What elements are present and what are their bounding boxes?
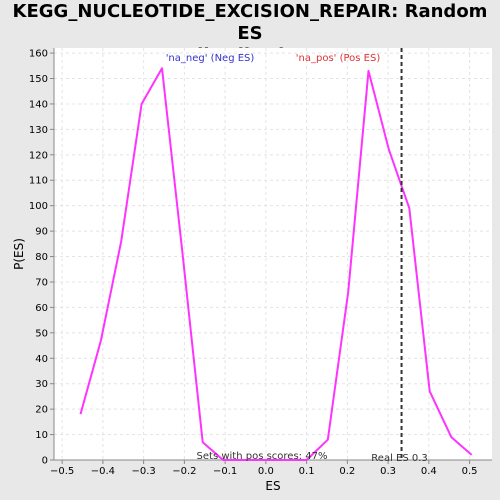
x-tick-label: 0.3 bbox=[380, 466, 396, 477]
y-tick-label: 60 bbox=[35, 303, 48, 314]
x-axis-label: ES bbox=[265, 479, 280, 493]
series-line bbox=[79, 67, 473, 461]
y-tick-label: 70 bbox=[35, 277, 48, 288]
y-tick-label: 50 bbox=[35, 328, 48, 339]
x-tick-label: 0.2 bbox=[339, 466, 355, 477]
y-tick-label: 80 bbox=[35, 252, 48, 263]
x-tick-label: −0.4 bbox=[91, 466, 115, 477]
plot-area bbox=[54, 48, 492, 460]
y-tick-label: 160 bbox=[29, 49, 48, 60]
x-tick-label: 0.4 bbox=[421, 466, 437, 477]
y-tick-label: 150 bbox=[29, 74, 48, 85]
y-tick-label: 20 bbox=[35, 405, 48, 416]
y-tick-label: 40 bbox=[35, 354, 48, 365]
x-tick-label: 0.0 bbox=[258, 466, 274, 477]
x-tick-label: 0.5 bbox=[462, 466, 478, 477]
real-es-label: Real ES 0.3 bbox=[371, 453, 427, 464]
x-tick-label: −0.1 bbox=[213, 466, 237, 477]
y-tick-label: 0 bbox=[42, 456, 48, 467]
chart-title-line-1: KEGG_NUCLEOTIDE_EXCISION_REPAIR: Random … bbox=[12, 1, 488, 44]
y-tick-label: 100 bbox=[29, 201, 48, 212]
series-layer bbox=[79, 67, 473, 461]
pos-es-label: 'na_pos' (Pos ES) bbox=[296, 53, 381, 64]
sets-with-pos-label: Sets with pos scores: 47% bbox=[197, 451, 328, 462]
x-tick-label: −0.3 bbox=[131, 466, 155, 477]
neg-es-label: 'na_neg' (Neg ES) bbox=[166, 53, 255, 64]
ticks: 0 10 20 30 40 50 60 70 80 90 100 110 120 130 140 150 160… bbox=[29, 49, 478, 477]
y-tick-label: 110 bbox=[29, 176, 48, 187]
y-tick-label: 120 bbox=[29, 150, 48, 161]
y-tick-label: 10 bbox=[35, 430, 48, 441]
x-tick-label: 0.1 bbox=[299, 466, 315, 477]
y-tick-label: 140 bbox=[29, 99, 48, 110]
x-tick-label: −0.2 bbox=[172, 466, 196, 477]
x-tick-label: −0.5 bbox=[50, 466, 74, 477]
y-tick-label: 30 bbox=[35, 379, 48, 390]
y-tick-label: 90 bbox=[35, 227, 48, 238]
y-axis-label: P(ES) bbox=[12, 238, 26, 270]
y-tick-label: 130 bbox=[29, 125, 48, 136]
